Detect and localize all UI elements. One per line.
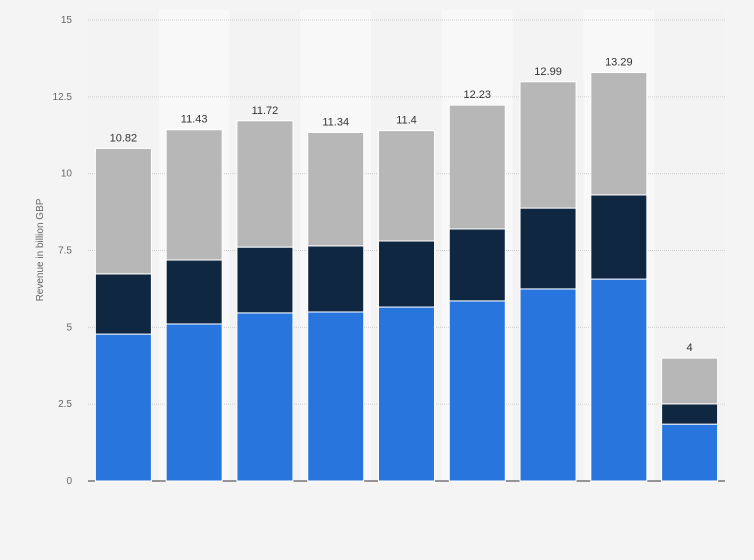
y-tick-label: 5 (66, 322, 72, 333)
bar-segment-1 (165, 323, 223, 482)
total-data-label: 11.72 (252, 105, 279, 117)
y-tick-label: 0 (66, 476, 72, 487)
bar-segment-2 (519, 207, 577, 290)
total-data-label: 11.34 (322, 116, 349, 128)
bar-segment-2 (590, 194, 648, 280)
bar-segment-2 (448, 228, 506, 302)
bar-segment-2 (236, 246, 294, 314)
bar-segment-1 (590, 278, 648, 482)
y-axis-label: Revenue in billion GBP (35, 198, 46, 301)
bar-segment-3 (661, 357, 719, 405)
bar-segment-2 (378, 240, 435, 308)
bar-segment-2 (661, 403, 719, 425)
y-tick-label: 12.5 (53, 92, 73, 103)
total-data-label: 11.4 (396, 115, 417, 127)
total-data-label: 13.29 (605, 57, 633, 69)
bar-segment-3 (448, 104, 506, 230)
bar-segment-1 (307, 311, 365, 482)
total-data-label: 10.82 (110, 132, 138, 144)
bar-segment-3 (378, 130, 435, 242)
total-data-label: 12.99 (534, 66, 562, 78)
bar-segment-1 (519, 288, 577, 482)
y-tick-label: 15 (61, 15, 73, 26)
bar-segment-3 (590, 72, 648, 196)
y-tick-label: 10 (61, 169, 73, 180)
bar-segment-3 (519, 81, 577, 209)
total-data-label: 4 (687, 342, 693, 354)
bar-segment-1 (236, 312, 294, 482)
bar-segment-2 (94, 273, 152, 335)
bar-segment-1 (448, 300, 506, 482)
bar-segment-3 (236, 120, 294, 248)
total-data-label: 11.43 (181, 114, 208, 126)
bar-segment-3 (165, 129, 223, 261)
bar-segment-1 (661, 423, 719, 482)
bar-segment-3 (307, 131, 365, 247)
bar-segment-3 (94, 147, 152, 275)
bar-segment-1 (94, 333, 152, 482)
bar-segment-1 (378, 306, 435, 482)
total-data-label: 12.23 (464, 89, 492, 101)
bar-segment-2 (307, 245, 365, 313)
y-tick-label: 7.5 (58, 246, 72, 257)
y-tick-label: 2.5 (58, 399, 72, 410)
bar-segment-2 (165, 259, 223, 325)
